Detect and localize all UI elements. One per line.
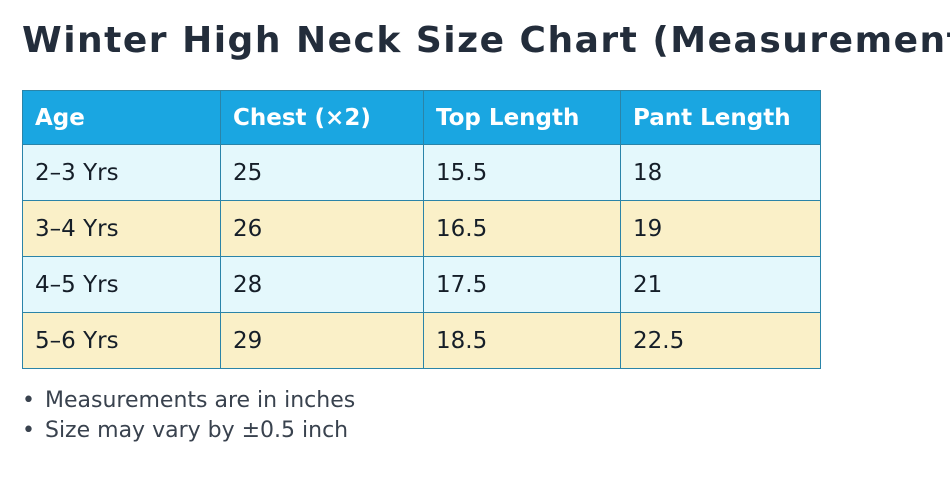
table-row: 3–4 Yrs 26 16.5 19	[22, 200, 821, 257]
table-row: 5–6 Yrs 29 18.5 22.5	[22, 312, 821, 369]
table-cell-top-length: 18.5	[423, 312, 621, 369]
size-chart-table: Age Chest (×2) Top Length Pant Length 2–…	[22, 90, 821, 369]
note-text: Measurements are in inches	[44, 388, 356, 413]
bullet-icon: •	[22, 388, 35, 413]
table-cell-chest: 28	[220, 256, 424, 313]
table-cell-top-length: 15.5	[423, 144, 621, 201]
table-cell-age: 5–6 Yrs	[22, 312, 221, 369]
table-cell-pant-length: 19	[620, 200, 821, 257]
column-header-age: Age	[22, 90, 221, 145]
table-cell-age: 2–3 Yrs	[22, 144, 221, 201]
column-header-chest: Chest (×2)	[220, 90, 424, 145]
table-cell-pant-length: 21	[620, 256, 821, 313]
table-cell-age: 3–4 Yrs	[22, 200, 221, 257]
table-row: 2–3 Yrs 25 15.5 18	[22, 144, 821, 201]
table-cell-chest: 25	[220, 144, 424, 201]
table-cell-top-length: 17.5	[423, 256, 621, 313]
table-cell-age: 4–5 Yrs	[22, 256, 221, 313]
table-cell-top-length: 16.5	[423, 200, 621, 257]
table-cell-chest: 26	[220, 200, 424, 257]
column-header-top-length: Top Length	[423, 90, 621, 145]
table-cell-chest: 29	[220, 312, 424, 369]
table-cell-pant-length: 22.5	[620, 312, 821, 369]
table-row: 4–5 Yrs 28 17.5 21	[22, 256, 821, 313]
table-cell-pant-length: 18	[620, 144, 821, 201]
note-item: • Measurements are in inches	[22, 386, 355, 416]
bullet-icon: •	[22, 418, 35, 443]
column-header-pant-length: Pant Length	[620, 90, 821, 145]
table-header-row: Age Chest (×2) Top Length Pant Length	[22, 90, 821, 145]
notes-list: • Measurements are in inches • Size may va…	[22, 386, 355, 446]
page-title: Winter High Neck Size Chart (Measurement…	[22, 20, 950, 61]
note-text: Size may vary by ±0.5 inch	[44, 418, 349, 443]
note-item: • Size may vary by ±0.5 inch	[22, 416, 355, 446]
